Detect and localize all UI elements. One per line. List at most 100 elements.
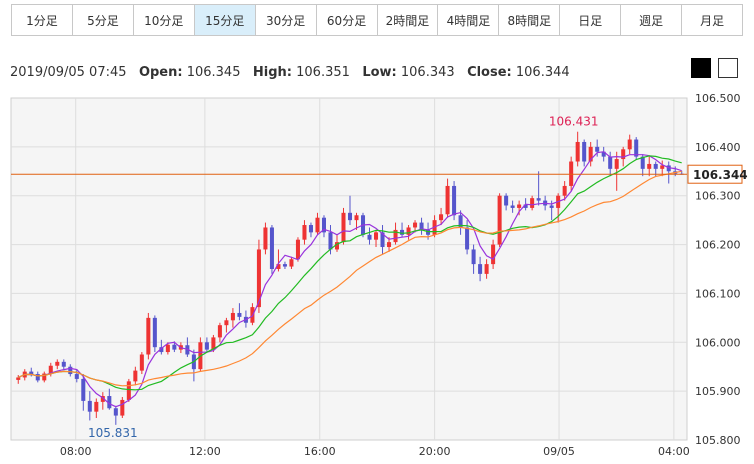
candle-body bbox=[120, 399, 125, 416]
candle-body bbox=[347, 212, 353, 221]
candle-body bbox=[491, 244, 496, 265]
candle-body bbox=[614, 159, 619, 169]
y-tick-label: 106.000 bbox=[695, 336, 741, 349]
tab-10[interactable]: 週足 bbox=[621, 5, 683, 35]
candle-body bbox=[211, 337, 216, 350]
candle-body bbox=[530, 198, 535, 208]
candle-body bbox=[263, 227, 268, 250]
candle-body bbox=[55, 361, 60, 366]
candle-body bbox=[400, 229, 405, 235]
tab-7[interactable]: 4時間足 bbox=[438, 5, 500, 35]
candle-body bbox=[621, 149, 626, 160]
candle-body bbox=[81, 378, 86, 401]
plot-area bbox=[10, 97, 688, 441]
high-value: 106.351 bbox=[296, 65, 350, 80]
candle-body bbox=[653, 163, 658, 169]
candle-body bbox=[504, 195, 509, 206]
candle-body bbox=[282, 264, 287, 267]
candle-body bbox=[224, 320, 229, 326]
low-value: 106.343 bbox=[400, 65, 455, 80]
low-annotation: 105.831 bbox=[88, 426, 138, 440]
candle-body bbox=[308, 225, 313, 233]
candle-body bbox=[321, 217, 326, 233]
tab-1[interactable]: 5分足 bbox=[72, 5, 134, 35]
y-axis: 106.500 106.400 106.300 106.200 106.100 106.0… bbox=[695, 92, 741, 447]
candle-body bbox=[536, 198, 541, 201]
ohlc-readout: 2019/09/05 07:45 Open: 106.345 High: 106… bbox=[10, 65, 570, 80]
candle-body bbox=[439, 214, 444, 221]
candle-body bbox=[562, 185, 567, 196]
candle-body bbox=[627, 139, 632, 150]
candle-body bbox=[582, 141, 587, 162]
candle-body bbox=[640, 156, 645, 169]
open-value: 106.345 bbox=[186, 65, 241, 80]
candle-body bbox=[374, 232, 379, 240]
candle-body bbox=[406, 227, 411, 235]
annotations: 106.344 106.431 105.831 bbox=[11, 115, 748, 440]
tab-2[interactable]: 10分足 bbox=[133, 5, 195, 35]
candle-body bbox=[100, 396, 105, 402]
candle-body bbox=[29, 371, 34, 375]
grid bbox=[11, 98, 687, 440]
open-label: Open: bbox=[138, 65, 183, 80]
x-tick-label: 12:00 bbox=[189, 445, 221, 458]
ma-mid-line bbox=[18, 155, 682, 391]
dark-theme-button[interactable] bbox=[691, 58, 711, 78]
tab-3[interactable]: 15分足 bbox=[194, 5, 256, 35]
moving-averages bbox=[18, 151, 682, 408]
candle-body bbox=[445, 185, 450, 215]
candle-body bbox=[276, 264, 281, 269]
ohlc-datetime: 2019/09/05 07:45 bbox=[10, 65, 127, 80]
candle-body bbox=[16, 377, 21, 380]
x-tick-label: 08:00 bbox=[60, 445, 92, 458]
candle-body bbox=[517, 204, 522, 208]
x-tick-label: 20:00 bbox=[419, 445, 451, 458]
candle-body bbox=[35, 374, 40, 381]
candle-body bbox=[113, 408, 118, 416]
light-theme-button[interactable] bbox=[718, 58, 738, 78]
ma-long-line bbox=[18, 170, 682, 387]
y-tick-label: 106.300 bbox=[695, 190, 741, 203]
y-tick-label: 106.100 bbox=[695, 287, 741, 300]
y-tick-label: 106.500 bbox=[695, 92, 741, 105]
candle-body bbox=[289, 259, 294, 267]
tab-5[interactable]: 60分足 bbox=[316, 5, 378, 35]
candle-body bbox=[549, 205, 554, 208]
y-tick-label: 105.800 bbox=[695, 434, 741, 447]
candle-body bbox=[380, 232, 385, 248]
candle-body bbox=[302, 225, 307, 240]
candle-body bbox=[107, 396, 112, 409]
tab-11[interactable]: 月足 bbox=[682, 5, 743, 35]
candle-body bbox=[484, 264, 489, 274]
current-price-label: 106.344 bbox=[693, 168, 748, 182]
candle-body bbox=[452, 185, 457, 216]
candle-body bbox=[48, 365, 53, 374]
candle-body bbox=[471, 249, 476, 265]
candle-body bbox=[367, 234, 372, 240]
candle-body bbox=[497, 195, 502, 245]
x-tick-label: 09/05 bbox=[543, 445, 575, 458]
candle-body bbox=[74, 374, 79, 379]
tab-6[interactable]: 2時間足 bbox=[377, 5, 439, 35]
candle-body bbox=[341, 212, 346, 243]
tab-9[interactable]: 日足 bbox=[560, 5, 622, 35]
ma-short-line bbox=[18, 151, 682, 408]
candle-body bbox=[159, 347, 164, 353]
tab-4[interactable]: 30分足 bbox=[255, 5, 317, 35]
candle-body bbox=[426, 229, 431, 235]
candle-body bbox=[458, 215, 463, 228]
tab-8[interactable]: 8時間足 bbox=[499, 5, 561, 35]
high-annotation: 106.431 bbox=[549, 115, 599, 129]
candle-body bbox=[315, 217, 320, 233]
candle-body bbox=[413, 222, 418, 228]
y-tick-label: 106.400 bbox=[695, 141, 741, 154]
candle-body bbox=[328, 232, 333, 250]
candle-body bbox=[478, 264, 483, 274]
candle-body bbox=[465, 227, 470, 250]
candle-body bbox=[204, 342, 209, 350]
tab-0[interactable]: 1分足 bbox=[12, 5, 73, 35]
candle-body bbox=[595, 146, 600, 152]
candle-body bbox=[68, 366, 73, 375]
candle-body bbox=[660, 165, 665, 169]
